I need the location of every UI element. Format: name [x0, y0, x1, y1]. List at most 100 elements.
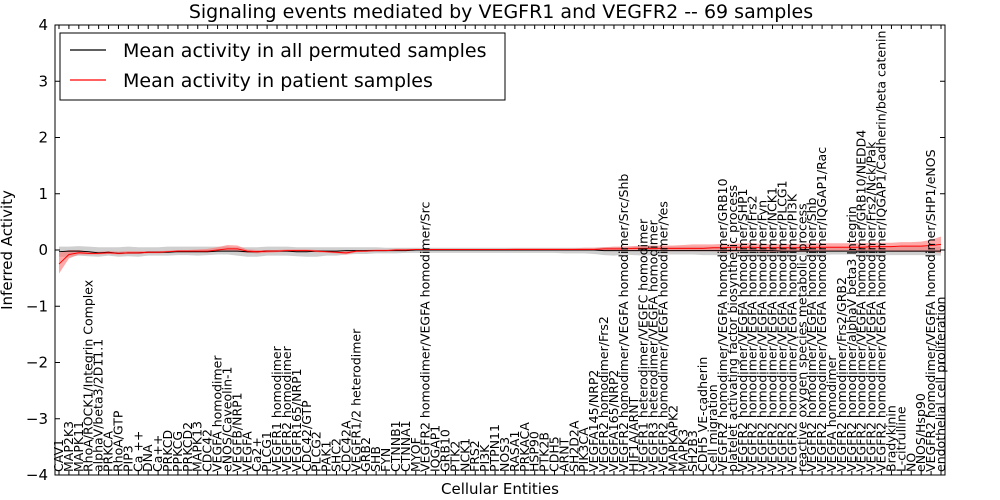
x-tick-label: NCK1	[457, 438, 472, 472]
x-tick-label: VEGFR2 homodimer/VEGFA homodimer/Frs2	[745, 195, 760, 472]
x-tick-label: VEGFR2 homodimer/VEGFA homodimer/Frs2/Nc…	[864, 141, 879, 472]
y-tick-label: 2	[38, 129, 48, 147]
activity-lines	[58, 243, 942, 265]
x-tick-label: VEGFR2 homodimer/VEGFA homodimer/IQGAP1/…	[874, 31, 889, 472]
x-tick-label: CTNNA1	[398, 420, 413, 472]
x-tick-label: MYOF	[408, 437, 423, 472]
x-tick-label: VEGFR2 homodimer/alphaV beta3 Integrin	[844, 206, 859, 472]
y-tick-label: −1	[26, 297, 48, 315]
x-tick-label: reactive oxygen species metabolic proces…	[794, 203, 809, 472]
x-tick-label: VEGFR3 heterodimer/VEGFA homodimer	[646, 219, 661, 472]
x-tick-label: VEGFR2 homodimer/VEGFA homodimer/GRB10	[715, 178, 730, 472]
x-tick-label: PIP3	[120, 445, 135, 472]
x-tick-label: CDH5	[547, 436, 562, 472]
x-tick-label: VEGFR2 homodimer/VEGFA homodimer/SHP1/eN…	[923, 149, 938, 472]
x-tick-label: VEGFR1/2 heterodimer	[348, 328, 363, 472]
x-tick-label: VEGFR2 homodimer/VEGFA homodimer/Src/Shb	[616, 174, 631, 472]
x-tick-label: VEGFR2 homodimer/VEGFA homodimer/PLCG1	[774, 180, 789, 472]
x-tick-label: PLCG1	[259, 431, 274, 472]
x-tick-label: RhoA/GTP	[110, 410, 125, 472]
x-tick-label: PAK1	[319, 441, 334, 472]
x-tick-label: NOS3	[497, 437, 512, 472]
x-tick-label: VEGFR2 homodimer	[279, 345, 294, 472]
y-tick-label: −4	[26, 466, 48, 484]
y-tick-label: 0	[38, 241, 48, 259]
legend-label-patient: Mean activity in patient samples	[123, 70, 433, 92]
x-tick-label: SH2D2A	[566, 420, 581, 472]
legend-box	[59, 32, 506, 101]
x-tick-label: RhoA/ROCK1/Integrin Complex	[81, 280, 96, 472]
chart-title: Signaling events mediated by VEGFR1 and …	[189, 1, 813, 23]
x-tick-label: VEGFR2 homodimer/VEGFA homodimer/NCK1	[765, 187, 780, 472]
x-tick-label: PTK2B	[537, 432, 552, 472]
x-tick-label: Ca++	[150, 435, 165, 472]
x-tick-label: endothelial cell proliferation	[933, 297, 948, 472]
x-tick-label: GRB2	[358, 437, 373, 472]
x-tick-label: VEGFR1 heterodimer/VEGFC homodimer	[636, 218, 651, 472]
x-tick-label: HSP90	[527, 431, 542, 472]
patient-mean-line	[58, 243, 942, 265]
x-tick-label: Ca2+	[249, 437, 264, 472]
x-tick-label: SH2B3	[685, 430, 700, 472]
x-tick-label: VEGFR1 homodimer	[269, 345, 284, 472]
x-tick-label: CDC42A	[338, 420, 353, 472]
x-tick-label: PRKCD2	[180, 422, 195, 472]
legend: Mean activity in all permuted samples Me…	[59, 32, 506, 101]
x-tick-label: L-citrulline	[893, 406, 908, 472]
patient-band	[59, 236, 941, 274]
x-tick-label: Ca ++	[130, 431, 145, 472]
y-tick-label: −3	[26, 410, 48, 428]
x-tick-label: MAPK11	[71, 421, 86, 472]
y-tick-label: 1	[38, 185, 48, 203]
x-tick-label: PIK3CA	[576, 427, 591, 472]
x-tick-label: RASA1	[507, 431, 522, 472]
x-tick-label: VEGFR2 homodimer/VEGFA homodimer/GRB10/N…	[854, 130, 869, 472]
x-tick-label: CDC42	[200, 429, 215, 472]
x-tick-label: Bradykinin	[883, 405, 898, 472]
x-tick-label: ARNT	[556, 437, 571, 472]
x-tick-label: VEGFR2 homodimer/VEGFA homodimer/Fyn	[755, 200, 770, 472]
y-tick-label: 4	[38, 16, 48, 34]
x-tick-label: IQGAP1	[428, 425, 443, 472]
x-axis-label: Cellular Entities	[441, 480, 559, 498]
x-tick-label: VEGFR2 homodimer/VEGFA homodimer/Src	[418, 202, 433, 472]
x-tick-label: GRB10	[437, 429, 452, 472]
x-tick-label: PRKCA	[101, 431, 116, 472]
x-tick-label: VEGFR2 homodimer/VEGFA homodimer/IQGAP1/…	[814, 147, 829, 472]
x-tick-label: VEGFA145/NRP2	[586, 370, 601, 472]
x-tick-label: VEGFB/NRP1	[229, 392, 244, 472]
x-tick-label: HIF1A/ARNT	[626, 396, 641, 472]
x-tick-label: NO	[903, 453, 918, 472]
x-tick-label: DNA	[140, 444, 155, 472]
y-axis-label: Inferred Activity	[0, 190, 16, 310]
legend-label-permuted: Mean activity in all permuted samples	[123, 40, 486, 62]
x-tick-label: eNOS/Caveolin-1	[219, 367, 234, 472]
x-tick-label: FYN	[378, 448, 393, 472]
x-tick-label: VEGFA165/NRP2	[606, 370, 621, 472]
x-tick-label: PTPN11	[487, 424, 502, 472]
x-tick-label: PRKACA	[517, 422, 532, 472]
x-tick-label: PTK2	[447, 441, 462, 472]
x-tick-label: PI3K	[477, 444, 492, 472]
x-tick-label: CDH5 VE-cadherin	[695, 357, 710, 472]
x-tick-label: MAPKAPK2	[665, 405, 680, 472]
permuted-mean-line	[58, 249, 941, 254]
x-tick-label: FRS2	[467, 440, 482, 472]
x-tick-label: VEGFA homodimer	[824, 355, 839, 472]
x-tick-label: VEGFR2 homodimer/VEGFA homodimer/PI3K	[784, 193, 799, 472]
x-tick-label: VEGFR2 homodimer/VEGFA homodimer/Shb	[804, 197, 819, 472]
y-axis-ticks: −4 −3 −2 −1 0 1 2 3 4	[26, 16, 945, 484]
x-tick-label: VEGFR2 homodimer/Frs2/GRB2	[834, 277, 849, 472]
x-tick-label: SHB	[368, 446, 383, 472]
x-tick-label: alphaV/beta3/2D11.1	[91, 339, 106, 472]
x-tick-label: VEGFA homodimer	[210, 355, 225, 472]
x-tick-label: CAV1	[51, 439, 66, 472]
x-tick-label: SHC2	[328, 438, 343, 472]
y-tick-label: 3	[38, 72, 48, 90]
x-tick-label: VEGFA	[239, 431, 254, 472]
x-tick-label: PPKCG	[170, 431, 185, 472]
y-tick-label: −2	[26, 354, 48, 372]
x-tick-label: platelet activating factor biosynthetic …	[725, 185, 740, 472]
